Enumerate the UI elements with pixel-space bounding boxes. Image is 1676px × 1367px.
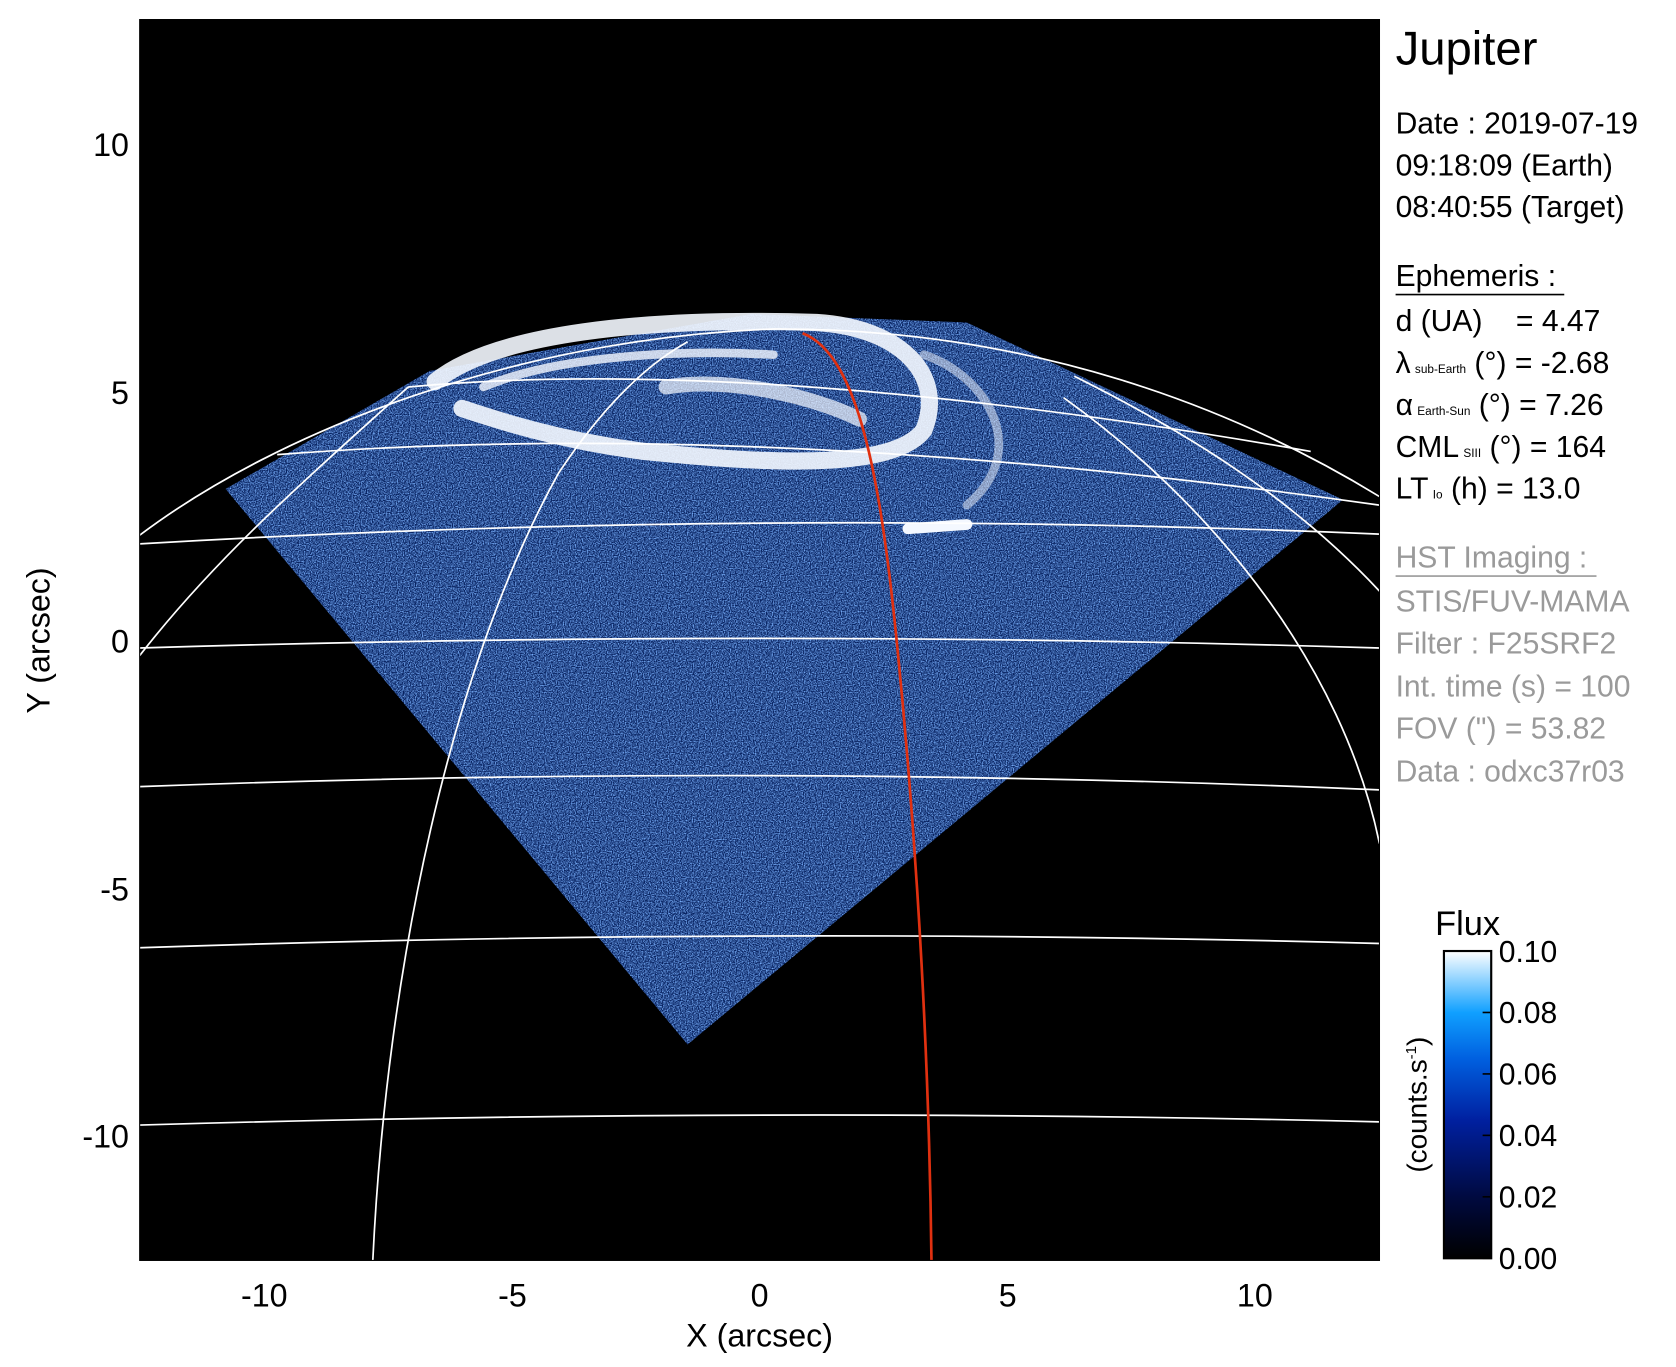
latitude-line (139, 774, 1380, 791)
time-earth: 09:18:09 (Earth) (1396, 149, 1613, 182)
y-tick-label: 10 (93, 127, 129, 163)
meridian (371, 341, 689, 1261)
ephemeris-cml: CML SIII (°) = 164 (1396, 431, 1606, 464)
imaging-int-time: Int. time (s) = 100 (1396, 670, 1631, 703)
y-tick-label: -5 (100, 872, 129, 908)
target-title: Jupiter (1396, 23, 1538, 76)
x-axis: -10 -5 0 5 10 X (arcsec) (241, 1278, 1273, 1354)
limb (139, 328, 1380, 536)
imaging-filter: Filter : F25SRF2 (1396, 627, 1617, 660)
colorbar-tick-label: 0.06 (1499, 1059, 1558, 1092)
image-panel (139, 19, 1380, 1261)
lat-lon-grid (139, 328, 1380, 1261)
y-tick-label: 0 (111, 623, 129, 659)
x-tick-label: 5 (999, 1278, 1017, 1314)
plot-frame (139, 19, 1381, 1261)
meridian (139, 386, 409, 657)
ephemeris-sub-earth-lat: λ sub-Earth (°) = -2.68 (1396, 347, 1610, 380)
latitude-line (139, 637, 1380, 649)
ephemeris-phase-angle: α Earth-Sun (°) = 7.26 (1396, 389, 1604, 422)
date: Date : 2019-07-19 (1396, 107, 1638, 140)
latitude-line (139, 934, 1380, 949)
latitude-line (277, 442, 1380, 507)
latitude-line (139, 521, 1380, 545)
colorbar: Flux 0.00 0.02 0.04 0.06 0.08 0.10 (counts.s-… (1402, 905, 1558, 1276)
colorbar-tick-label: 0.02 (1499, 1182, 1558, 1215)
imaging-dataset: Data : odxc37r03 (1396, 755, 1625, 788)
colorbar-bar (1442, 949, 1493, 1260)
meridian (1073, 375, 1380, 592)
x-axis-label: X (arcsec) (686, 1317, 833, 1353)
colorbar-title: Flux (1435, 905, 1500, 943)
info-panel: Jupiter Date : 2019-07-19 09:18:09 (Eart… (1396, 23, 1638, 789)
imaging-fov: FOV (") = 53.82 (1396, 712, 1606, 745)
colorbar-tick-label: 0.04 (1499, 1120, 1558, 1153)
x-tick-label: -10 (241, 1278, 288, 1314)
imaging-instrument: STIS/FUV-MAMA (1396, 586, 1630, 619)
colorbar-tick-label: 0.00 (1499, 1243, 1558, 1276)
colorbar-tick-label: 0.08 (1499, 997, 1558, 1030)
y-tick-label: -10 (82, 1119, 129, 1155)
colorbar-tick-label: 0.10 (1499, 936, 1558, 969)
x-tick-label: 10 (1237, 1278, 1273, 1314)
ephemeris-distance: d (UA) = 4.47 (1396, 305, 1601, 338)
meridian (1063, 397, 1380, 844)
y-axis-label: Y (arcsec) (20, 567, 56, 713)
overlay-line (802, 332, 933, 1261)
time-target: 08:40:55 (Target) (1396, 191, 1625, 224)
latitude-line (408, 378, 1311, 453)
colorbar-label: (counts.s-1) (1402, 1037, 1433, 1173)
x-tick-label: 0 (751, 1278, 769, 1314)
latitude-line (139, 1114, 1380, 1126)
ephemeris-io-lt: LT Io (h) = 13.0 (1396, 473, 1581, 506)
y-tick-label: 5 (111, 375, 129, 411)
imaging-header: HST Imaging : (1396, 541, 1588, 574)
detector-noise (225, 313, 1343, 1045)
auroral-oval (426, 312, 1003, 535)
x-tick-label: -5 (498, 1278, 527, 1314)
y-axis: 10 5 0 -5 -10 Y (arcsec) (20, 127, 129, 1155)
ephemeris-header: Ephemeris : (1396, 260, 1556, 293)
